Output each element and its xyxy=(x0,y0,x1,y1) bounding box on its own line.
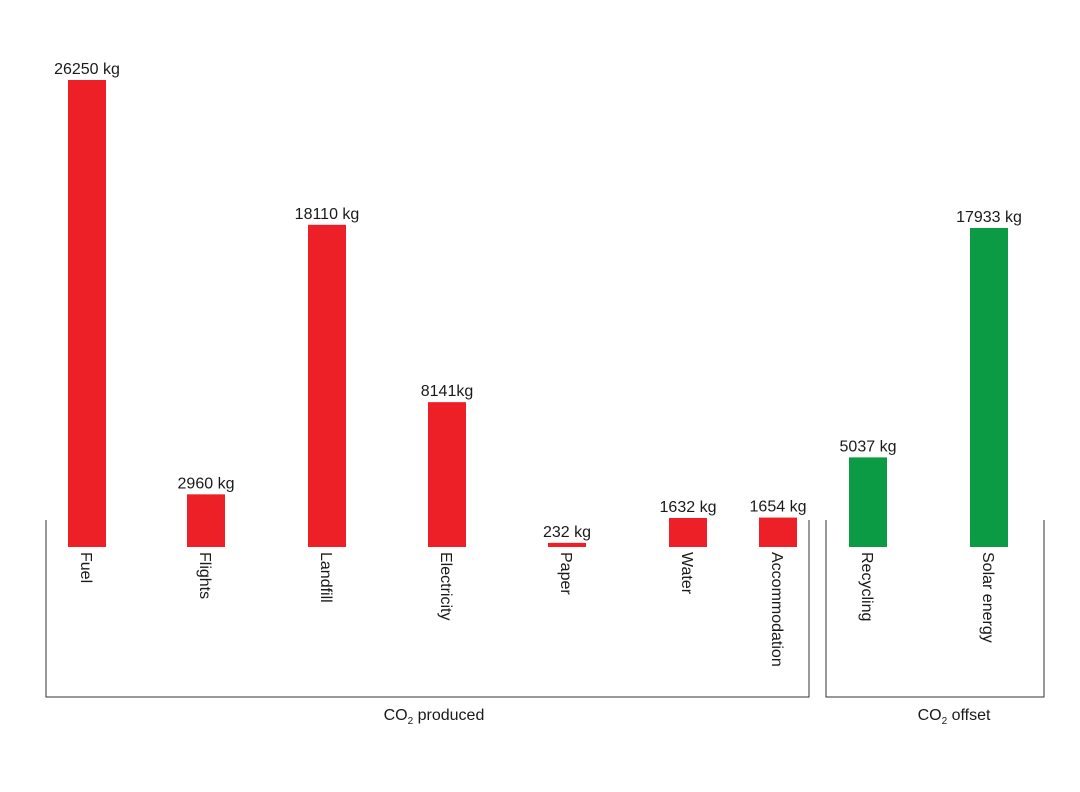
value-label-electricity: 8141kg xyxy=(421,383,474,400)
group-label-offset: CO2 offset xyxy=(918,707,991,727)
bar-water xyxy=(669,517,707,547)
bar-electricity xyxy=(428,402,466,547)
value-label-paper: 232 kg xyxy=(543,524,591,541)
category-label-electricity: Electricity xyxy=(437,552,454,620)
value-label-solar-energy: 17933 kg xyxy=(956,209,1022,226)
category-labels-layer: Fuel Flights Landfill Electricity Paper Water… xyxy=(77,552,996,667)
bar-landfill xyxy=(308,224,346,547)
value-label-fuel: 26250 kg xyxy=(54,61,120,78)
bars-layer xyxy=(68,80,1008,548)
group-label-rest: produced xyxy=(413,707,484,724)
bar-paper xyxy=(548,542,586,547)
group-label-main: CO xyxy=(384,707,408,724)
category-label-solar-energy: Solar energy xyxy=(979,552,996,643)
bar-solar-energy xyxy=(970,227,1008,548)
category-label-recycling: Recycling xyxy=(858,552,875,621)
group-label-main: CO xyxy=(918,707,942,724)
group-bracket-offset xyxy=(825,520,1045,698)
bar-flights xyxy=(187,494,225,547)
value-label-recycling: 5037 kg xyxy=(840,438,897,455)
value-label-water: 1632 kg xyxy=(660,499,717,516)
group-bracket-produced xyxy=(45,520,810,698)
group-label-subscript: 2 xyxy=(942,716,948,727)
bar-accommodation xyxy=(759,517,797,547)
group-brackets xyxy=(45,520,1045,698)
group-label-subscript: 2 xyxy=(408,716,414,727)
bar-fuel xyxy=(68,80,106,547)
value-label-accommodation: 1654 kg xyxy=(750,499,807,516)
bar-recycling xyxy=(849,457,887,547)
value-label-flights: 2960 kg xyxy=(178,475,235,492)
category-label-paper: Paper xyxy=(557,552,574,595)
category-label-landfill: Landfill xyxy=(317,552,334,603)
category-label-flights: Flights xyxy=(196,552,213,599)
group-labels: CO2 produced CO2 offset xyxy=(384,707,991,727)
group-label-produced: CO2 produced xyxy=(384,707,485,727)
category-label-water: Water xyxy=(678,552,695,595)
value-labels-layer: 26250 kg 2960 kg 18110 kg 8141kg 232 kg 1632 … xyxy=(54,61,1022,541)
category-label-fuel: Fuel xyxy=(77,552,94,583)
group-label-rest: offset xyxy=(947,707,991,724)
value-label-landfill: 18110 kg xyxy=(295,206,360,223)
category-label-accommodation: Accommodation xyxy=(768,552,785,667)
